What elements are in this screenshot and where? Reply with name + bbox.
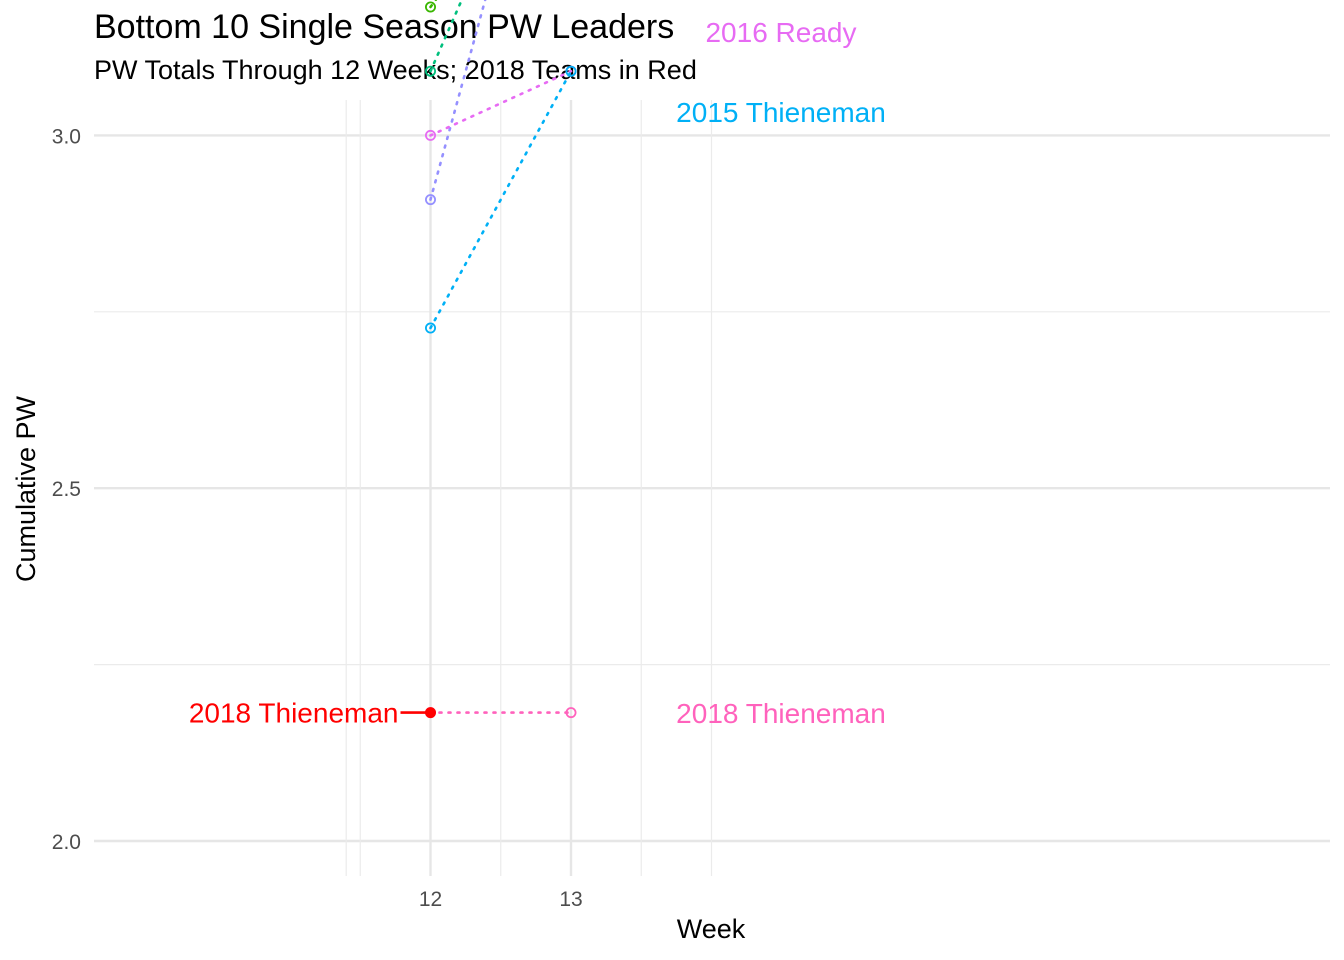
series-line [429, 69, 573, 330]
series-point [424, 65, 436, 77]
y-tick-label: 2.5 [52, 478, 81, 501]
x-tick-label: 13 [559, 888, 582, 911]
x-axis-label: Week [677, 914, 746, 944]
series-label: 2015 Thieneman [676, 97, 886, 128]
series-line [429, 0, 438, 9]
highlight-point [425, 707, 436, 719]
chart-subtitle: PW Totals Through 12 Weeks; 2018 Teams i… [94, 55, 697, 85]
series-point [424, 1, 436, 13]
series-point [424, 194, 436, 206]
series-point [565, 65, 577, 77]
grid-lines [94, 100, 1330, 876]
series-labels: 2010 Thieneman2009 Hartman2016 Harris201… [676, 17, 886, 729]
series-point [565, 707, 577, 719]
x-tick-label: 12 [419, 888, 442, 911]
chart-title: Bottom 10 Single Season PW Leaders [94, 8, 675, 46]
y-tick-label: 2.0 [52, 831, 81, 854]
y-axis-label: Cumulative PW [11, 395, 41, 582]
highlight-label: 2018 Thieneman [189, 698, 399, 729]
x-axis-ticks: 12 13 [419, 888, 583, 911]
series-line [429, 69, 573, 137]
y-tick-label: 3.0 [52, 125, 81, 148]
y-axis-ticks: 2.02.53.03.54.0 [52, 125, 81, 854]
series-point [424, 322, 436, 334]
series-line [429, 0, 464, 73]
highlight-group: 2018 Thieneman [189, 698, 436, 729]
series-point [424, 129, 436, 141]
series-label: 2016 Ready [705, 17, 856, 48]
series-label: 2018 Thieneman [676, 698, 886, 729]
